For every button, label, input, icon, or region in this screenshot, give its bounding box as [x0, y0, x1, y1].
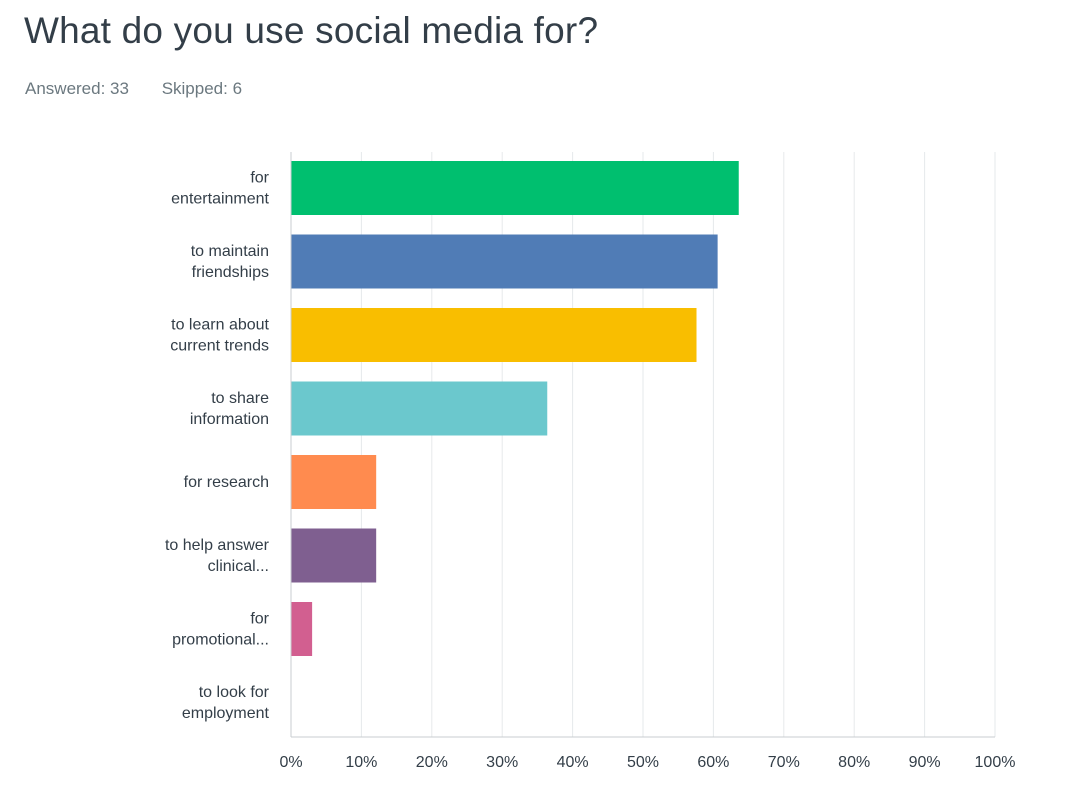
bars [291, 161, 739, 656]
bar[interactable] [291, 234, 718, 289]
page-title: What do you use social media for? [24, 10, 599, 51]
x-tick-label: 30% [486, 754, 518, 771]
response-stats: Answered: 33 Skipped: 6 [25, 79, 242, 99]
x-tick-label: 0% [279, 754, 302, 771]
bar[interactable] [291, 602, 313, 656]
x-tick-label: 40% [557, 754, 589, 771]
category-label: current trends [170, 338, 269, 355]
category-labels: for entertainment to maintain friendships to… [165, 170, 270, 723]
bar[interactable] [291, 455, 377, 509]
category-label: clinical... [208, 558, 269, 575]
category-label: for [250, 611, 269, 628]
x-tick-label: 10% [345, 754, 377, 771]
tick-labels: 0% 10% 20% 30% 40% 50% 60% 70% 80% 90% 100% [279, 754, 1015, 771]
x-tick-label: 90% [909, 754, 941, 771]
answered-count: Answered: 33 [25, 79, 129, 98]
axes [290, 152, 995, 738]
category-label: information [190, 411, 269, 428]
category-label: friendships [192, 264, 269, 281]
skipped-count: Skipped: 6 [161, 79, 243, 98]
bar[interactable] [291, 308, 697, 362]
bar[interactable] [291, 528, 377, 583]
category-label: employment [182, 705, 270, 722]
x-tick-label: 50% [627, 754, 659, 771]
category-label: to help answer [165, 537, 270, 554]
category-label: to maintain [191, 243, 269, 260]
x-tick-label: 70% [768, 754, 800, 771]
x-tick-label: 60% [697, 754, 729, 771]
bar[interactable] [291, 161, 739, 215]
x-tick-label: 100% [975, 754, 1016, 771]
category-label: entertainment [171, 191, 269, 208]
category-label: to learn about [171, 317, 269, 334]
category-label: to look for [199, 684, 270, 701]
category-label: for [250, 170, 269, 187]
category-label: promotional... [172, 632, 269, 649]
bar[interactable] [291, 381, 548, 436]
x-tick-label: 80% [838, 754, 870, 771]
category-label: to share [211, 390, 269, 407]
category-label: for research [184, 474, 269, 491]
x-tick-label: 20% [416, 754, 448, 771]
